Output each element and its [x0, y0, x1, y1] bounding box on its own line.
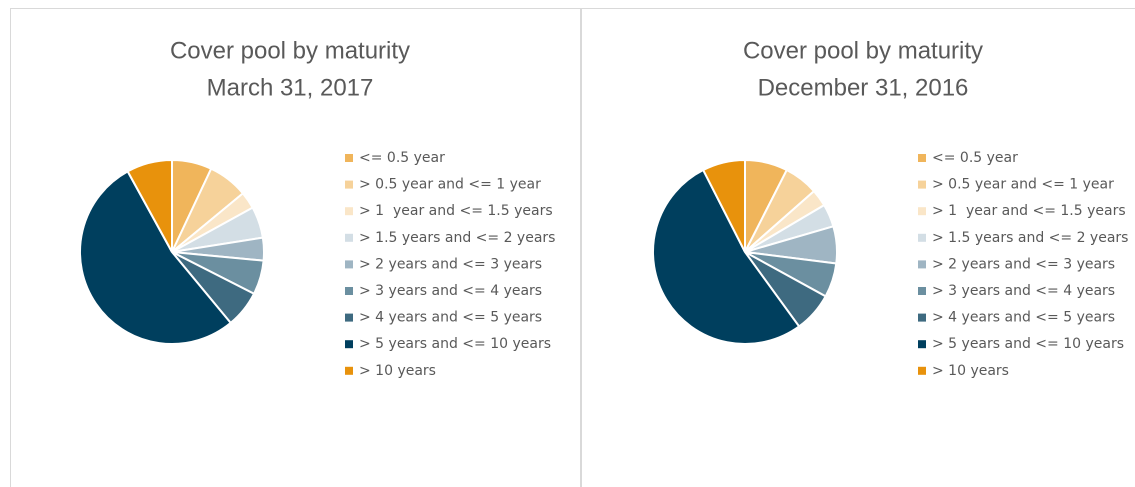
pie-slice	[79, 170, 233, 345]
legend-label: > 1 year and <= 1.5 years	[359, 203, 553, 219]
legend-label: > 1.5 years and <= 2 years	[932, 230, 1128, 246]
legend-label: > 0.5 year and <= 1 year	[932, 177, 1114, 193]
legend-label: > 3 years and <= 4 years	[359, 283, 542, 299]
chart-subtitle: December 31, 2016	[758, 74, 969, 101]
legend-label: > 2 years and <= 3 years	[359, 256, 542, 272]
legend-swatch	[345, 180, 353, 189]
legend-swatch	[918, 233, 926, 242]
pie-slice	[652, 168, 801, 345]
legend-label: > 5 years and <= 10 years	[359, 336, 551, 352]
legend-label: > 4 years and <= 5 years	[359, 310, 542, 326]
legend-swatch	[918, 260, 926, 269]
panel-border	[10, 8, 581, 487]
legend-label: > 5 years and <= 10 years	[932, 336, 1124, 352]
legend-label: > 3 years and <= 4 years	[932, 283, 1115, 299]
panel-border	[581, 8, 1135, 487]
legend-swatch	[345, 366, 353, 375]
legend-swatch	[345, 260, 353, 269]
legend-swatch	[918, 366, 926, 375]
legend-swatch	[918, 154, 926, 162]
legend-label: <= 0.5 year	[932, 150, 1018, 166]
legend-label: > 4 years and <= 5 years	[932, 310, 1115, 326]
legend-label: <= 0.5 year	[359, 150, 445, 166]
legend-label: > 2 years and <= 3 years	[932, 256, 1115, 272]
chart-subtitle: March 31, 2017	[207, 74, 374, 101]
chart-title: Cover pool by maturity	[170, 37, 410, 64]
legend-swatch	[345, 233, 353, 242]
legend-label: > 1.5 years and <= 2 years	[359, 230, 555, 246]
legend-swatch	[918, 287, 926, 295]
chart-title: Cover pool by maturity	[743, 37, 983, 64]
legend-swatch	[918, 207, 926, 216]
legend-swatch	[918, 313, 926, 322]
legend-swatch	[345, 340, 353, 349]
legend-swatch	[345, 313, 353, 322]
legend-label: > 10 years	[359, 363, 436, 379]
legend-swatch	[918, 180, 926, 189]
legend-label: > 1 year and <= 1.5 years	[932, 203, 1126, 219]
pie-slice	[126, 158, 173, 253]
pie-slice	[701, 158, 746, 253]
legend-swatch	[345, 287, 353, 295]
legend-label: > 0.5 year and <= 1 year	[359, 177, 541, 193]
legend-swatch	[345, 154, 353, 162]
legend-swatch	[345, 207, 353, 216]
legend-label: > 10 years	[932, 363, 1009, 379]
legend-swatch	[918, 340, 926, 349]
